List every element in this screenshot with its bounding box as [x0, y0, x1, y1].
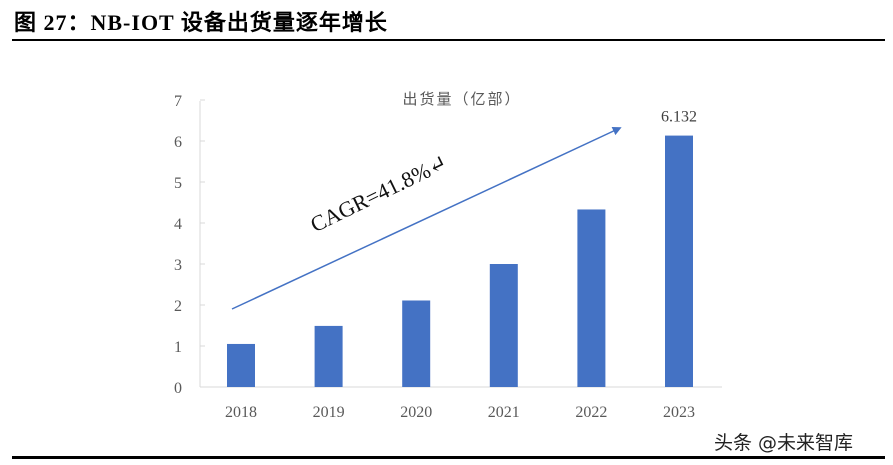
y-tick-label: 1 [174, 339, 182, 356]
top-rule-divider [12, 39, 885, 41]
y-tick-label: 5 [174, 175, 182, 192]
x-tick-label: 2023 [663, 404, 695, 421]
y-tick-label: 0 [174, 380, 182, 397]
data-label: 6.132 [661, 109, 697, 126]
y-tick-label: 7 [174, 93, 182, 110]
bar-2020 [402, 300, 431, 387]
bar-2021 [489, 264, 518, 387]
y-axis: 0 1 2 3 4 5 6 7 [174, 93, 205, 397]
bar-2023 [665, 135, 693, 387]
watermark-text: 头条 @未来智库 [714, 432, 854, 454]
x-axis: 2018 2019 2020 2021 2022 2023 [200, 386, 722, 421]
bar-series [227, 135, 693, 387]
cagr-annotation: CAGR=41.8%↵ [306, 149, 451, 237]
x-tick-label: 2019 [313, 404, 345, 421]
y-tick-label: 4 [174, 216, 182, 233]
cagr-arrow [231, 126, 622, 310]
x-tick-label: 2022 [575, 404, 607, 421]
x-tick-label: 2021 [488, 404, 520, 421]
bar-2019 [314, 325, 343, 387]
x-tick-label: 2020 [400, 404, 432, 421]
bottom-rule-divider [12, 456, 885, 459]
chart-title: 出货量（亿部） [402, 90, 521, 108]
y-tick-label: 6 [174, 134, 182, 151]
figure-title: 图 27：NB-IOT 设备出货量逐年增长 [14, 10, 388, 35]
bar-2022 [577, 209, 606, 387]
bar-2018 [227, 343, 255, 387]
y-tick-label: 3 [174, 257, 182, 274]
y-tick-label: 2 [174, 298, 182, 315]
x-tick-label: 2018 [225, 404, 257, 421]
